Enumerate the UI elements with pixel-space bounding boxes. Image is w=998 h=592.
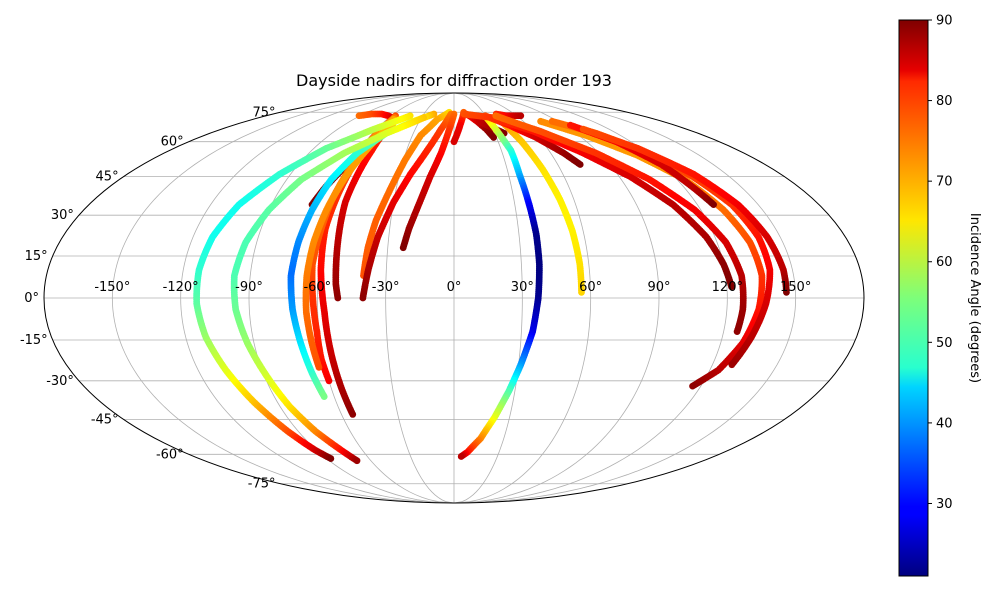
latitude-tick-label: -45°: [91, 412, 119, 427]
latitude-tick-label: -15°: [20, 333, 48, 348]
latitude-tick-label: 45°: [96, 170, 119, 185]
grid-meridian: [111, 93, 455, 503]
colorbar-tick-label: 30: [936, 497, 953, 512]
grid-meridian: [385, 93, 455, 503]
data-point: [315, 363, 323, 371]
colorbar-ticks: 30 40 50 60 70 80 90: [928, 14, 953, 512]
data-point: [576, 161, 584, 168]
grid-meridian: [453, 93, 523, 503]
colorbar-label: Incidence Angle (degrees): [967, 213, 982, 383]
colorbar-tick-label: 50: [936, 336, 953, 351]
data-point: [457, 453, 465, 460]
data-point: [327, 455, 335, 462]
data-point: [334, 294, 342, 302]
scatter-points: [193, 108, 790, 465]
map-area: -150° -120° -90° -60° -30° 0° 30° 60° 90° 120° 150…: [20, 92, 865, 504]
latitude-tick-labels: -75° -60° -45° -30° -15° 0° 15° 30° 45° 60° 75°: [20, 105, 276, 491]
colorbar-tick-label: 40: [936, 416, 953, 431]
graticule: [44, 93, 864, 503]
data-point: [689, 382, 696, 390]
longitude-tick-label: -30°: [372, 280, 400, 295]
longitude-tick-label: 0°: [447, 280, 462, 295]
colorbar-tick-label: 70: [936, 175, 953, 190]
colorbar-gradient: [898, 19, 929, 577]
longitude-tick-labels: -150° -120° -90° -60° -30° 0° 30° 60° 90° 120° 150…: [94, 280, 811, 295]
data-point: [450, 138, 458, 146]
longitude-tick-label: 90°: [647, 280, 670, 295]
colorbar-tick-label: 90: [936, 14, 953, 29]
data-point: [733, 328, 741, 336]
longitude-tick-label: -60°: [303, 280, 331, 295]
data-point: [325, 377, 333, 385]
data-point: [728, 283, 735, 291]
data-point: [728, 361, 736, 369]
data-point: [710, 201, 717, 209]
colorbar-tick-label: 60: [936, 255, 953, 270]
colorbar-tick-label: 80: [936, 94, 953, 109]
latitude-tick-label: 15°: [25, 249, 48, 264]
data-point: [320, 393, 328, 400]
data-point: [353, 457, 361, 465]
data-point: [490, 134, 498, 141]
latitude-tick-label: -60°: [156, 447, 184, 462]
grid-meridian: [453, 93, 797, 503]
longitude-tick-label: 150°: [780, 280, 811, 295]
latitude-tick-label: -30°: [46, 374, 74, 389]
longitude-tick-label: -90°: [235, 280, 263, 295]
longitude-tick-label: -120°: [163, 280, 199, 295]
latitude-tick-label: -75°: [248, 477, 276, 492]
data-point: [359, 294, 367, 302]
latitude-tick-label: 60°: [161, 135, 184, 150]
latitude-tick-label: 30°: [51, 208, 74, 223]
grid-meridian: [453, 93, 728, 503]
latitude-tick-label: 75°: [252, 105, 275, 120]
map-boundary: [43, 92, 865, 504]
data-point: [349, 411, 357, 418]
colorbar: 30 40 50 60 70 80 90 Incidence Angle (degrees): [898, 14, 982, 577]
grid-meridian: [180, 93, 455, 503]
data-point: [517, 112, 525, 120]
data-point: [783, 288, 790, 296]
data-point: [399, 244, 407, 252]
longitude-tick-label: 60°: [579, 280, 602, 295]
longitude-tick-label: -150°: [94, 280, 130, 295]
longitude-tick-label: 30°: [511, 280, 534, 295]
grid-meridian: [453, 93, 660, 503]
longitude-tick-label: 120°: [712, 280, 743, 295]
data-point: [578, 288, 585, 296]
chart-title: Dayside nadirs for diffraction order 193: [296, 71, 612, 90]
latitude-tick-label: 0°: [24, 291, 39, 306]
